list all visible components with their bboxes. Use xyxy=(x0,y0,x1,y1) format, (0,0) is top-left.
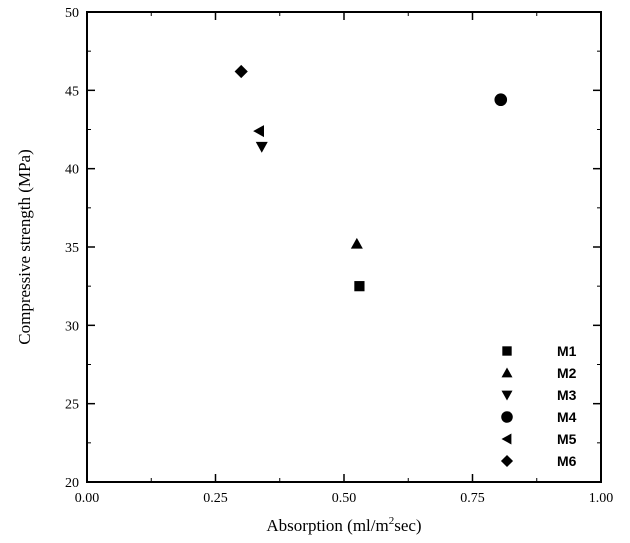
data-points xyxy=(234,64,508,292)
legend-label-m5: M5 xyxy=(557,431,577,447)
y-tick-label: 35 xyxy=(65,241,79,256)
legend: M1 M2 M3 M4 M5 M6 xyxy=(500,343,577,469)
plot-frame xyxy=(86,11,602,483)
legend-label-m1: M1 xyxy=(557,343,577,359)
x-axis-title-superscript: 2 xyxy=(389,515,395,527)
legend-label-m4: M4 xyxy=(557,409,577,425)
legend-marker-m1 xyxy=(502,346,512,356)
legend-marker-m3 xyxy=(501,390,513,401)
x-axis-ticks: 0.00 0.25 0.50 0.75 1.00 xyxy=(75,12,614,506)
data-point-m6 xyxy=(234,64,248,79)
y-tick-label: 50 xyxy=(65,6,79,21)
data-point-m5 xyxy=(253,125,264,138)
x-tick-label: 0.50 xyxy=(332,491,357,506)
y-axis-ticks: 20 25 30 35 40 45 50 xyxy=(65,6,601,491)
y-tick-label: 25 xyxy=(65,398,79,413)
x-axis-title-main: Absorption (ml/m xyxy=(266,516,388,535)
legend-marker-m5 xyxy=(501,433,512,445)
data-point-m2 xyxy=(350,237,363,249)
y-tick-label: 20 xyxy=(65,476,79,491)
data-point-m3 xyxy=(255,141,268,153)
legend-marker-m2 xyxy=(501,367,513,378)
x-tick-label: 0.00 xyxy=(75,491,100,506)
x-tick-label: 1.00 xyxy=(589,491,614,506)
legend-marker-m6 xyxy=(500,454,514,468)
y-tick-label: 40 xyxy=(65,163,79,178)
x-tick-label: 0.75 xyxy=(460,491,485,506)
x-axis-title-rest: sec) xyxy=(394,516,421,535)
legend-label-m3: M3 xyxy=(557,387,577,403)
legend-label-m6: M6 xyxy=(557,453,577,469)
x-tick-label: 0.25 xyxy=(203,491,228,506)
data-point-m4 xyxy=(494,93,508,107)
legend-label-m2: M2 xyxy=(557,365,577,381)
y-tick-label: 30 xyxy=(65,319,79,334)
y-tick-label: 45 xyxy=(65,84,79,99)
legend-marker-m4 xyxy=(501,411,513,423)
data-point-m1 xyxy=(354,281,365,292)
y-axis-title: Compressive strength (MPa) xyxy=(15,149,34,344)
x-axis-title: Absorption (ml/m2sec) xyxy=(266,515,421,535)
